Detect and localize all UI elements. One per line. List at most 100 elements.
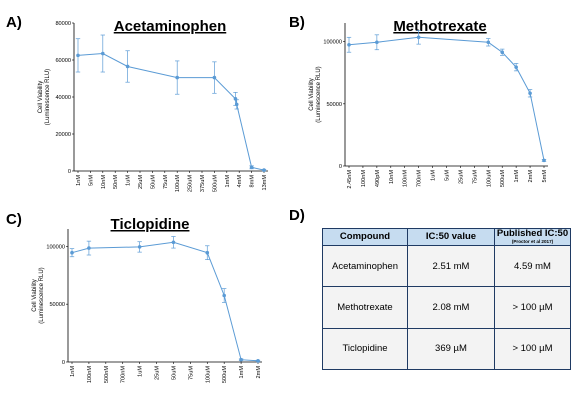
x-tick-label: 25uM bbox=[138, 175, 144, 189]
x-tick-label: 100nM bbox=[87, 366, 93, 383]
data-point bbox=[125, 64, 130, 69]
x-tick-label: 1nM bbox=[70, 366, 76, 377]
x-tick-label: 4mM bbox=[237, 175, 243, 188]
x-tick-label: 2mM bbox=[528, 170, 534, 183]
table-row: Ticlopidine 369 µM > 100 µM bbox=[322, 327, 571, 371]
series-line bbox=[71, 241, 259, 362]
panel-letter: A) bbox=[6, 14, 22, 31]
header-published-ic50-text: Published IC:50 bbox=[496, 228, 569, 239]
y-tick-label: 50000 bbox=[49, 302, 65, 308]
table-row: Methotrexate 2.08 mM > 100 µM bbox=[322, 286, 571, 329]
x-tick-label: 375uM bbox=[200, 175, 206, 192]
data-point bbox=[171, 240, 176, 245]
data-point bbox=[500, 50, 505, 55]
chart-title: Methotrexate bbox=[393, 18, 486, 35]
header-published-ic50: Published IC:50 (Proctor et al 2017) bbox=[494, 228, 571, 246]
chart-title: Ticlopidine bbox=[111, 216, 190, 233]
y-tick-label: 60000 bbox=[55, 58, 71, 64]
panel-letter: B) bbox=[289, 14, 305, 31]
header-citation: (Proctor et al 2017) bbox=[511, 239, 554, 244]
data-point bbox=[175, 75, 179, 80]
y-axis-label: (Luminescence RLU) bbox=[39, 267, 45, 323]
data-point bbox=[416, 35, 421, 40]
data-point bbox=[234, 102, 239, 107]
table-cell-published: 4.59 mM bbox=[494, 244, 571, 288]
table-cell-compound: Methotrexate bbox=[322, 286, 408, 329]
data-point bbox=[375, 40, 379, 45]
y-tick-label: 100000 bbox=[46, 244, 65, 250]
x-tick-label: 13mM bbox=[262, 175, 268, 191]
x-tick-label: 500nM bbox=[104, 366, 110, 383]
data-point bbox=[542, 158, 546, 163]
x-tick-label: 50uM bbox=[150, 175, 156, 189]
x-tick-label: 100uM bbox=[175, 175, 181, 192]
ic50-table: Compound IC:50 value Published IC:50 (Pr… bbox=[322, 228, 571, 371]
y-tick-label: 50000 bbox=[326, 102, 342, 108]
x-tick-label: 500uM bbox=[222, 366, 228, 383]
y-axis-label: (Luminescence RLU) bbox=[45, 69, 51, 125]
data-point bbox=[70, 250, 74, 255]
x-tick-label: 1uM bbox=[431, 170, 437, 181]
x-tick-label: 100nM bbox=[403, 170, 409, 187]
data-point bbox=[222, 293, 226, 298]
y-axis-label: Cell Viability bbox=[38, 81, 44, 114]
data-point bbox=[528, 91, 532, 96]
data-point bbox=[87, 246, 91, 250]
x-tick-label: 10nM bbox=[101, 175, 107, 189]
data-point bbox=[212, 75, 217, 80]
x-tick-label: 500uM bbox=[212, 175, 218, 192]
x-tick-label: 25uM bbox=[155, 366, 161, 380]
table-cell-ic50: 369 µM bbox=[407, 327, 495, 371]
y-tick-label: 20000 bbox=[55, 132, 71, 138]
data-point bbox=[249, 165, 254, 170]
data-point bbox=[239, 357, 243, 362]
x-tick-label: 1mM bbox=[514, 170, 520, 183]
data-point bbox=[347, 42, 351, 47]
x-tick-label: 10nM bbox=[389, 170, 395, 184]
chart-ticlopidine: C) Ticlopidine 0 50000 100000 Cell Viability(… bbox=[6, 211, 262, 383]
x-tick-label: 490pM bbox=[375, 170, 381, 187]
x-tick-label: 5uM bbox=[445, 170, 451, 181]
table-header-row: Compound IC:50 value Published IC:50 (Pr… bbox=[322, 228, 571, 246]
x-tick-label: 700nM bbox=[121, 366, 127, 383]
y-axis-label: Cell Viability bbox=[32, 279, 38, 312]
table-cell-published: > 100 µM bbox=[494, 327, 571, 371]
series-line bbox=[77, 52, 265, 171]
x-tick-label: 100uM bbox=[486, 170, 492, 187]
table-cell-compound: Ticlopidine bbox=[322, 327, 408, 371]
data-point bbox=[514, 65, 518, 69]
data-point bbox=[76, 53, 80, 58]
x-tick-label: 100uM bbox=[205, 366, 211, 383]
x-tick-label: 1uM bbox=[126, 175, 132, 186]
y-tick-label: 0 bbox=[68, 169, 71, 175]
x-tick-label: 5nM bbox=[88, 175, 94, 186]
x-tick-label: 25uM bbox=[458, 170, 464, 184]
chart-methotrexate: B) Methotrexate 0 50000 100000 Cell Viability… bbox=[289, 14, 548, 189]
x-tick-label: 2mM bbox=[256, 366, 262, 379]
x-tick-label: 75uM bbox=[472, 170, 478, 184]
x-tick-label: 1mM bbox=[239, 366, 245, 379]
y-axis-label: (Luminescence RLU) bbox=[316, 66, 322, 122]
data-point bbox=[137, 245, 142, 249]
header-compound: Compound bbox=[322, 228, 408, 246]
x-tick-label: 100nM bbox=[361, 170, 367, 187]
table-cell-compound: Acetaminophen bbox=[322, 244, 408, 288]
table-cell-ic50: 2.51 mM bbox=[407, 244, 495, 288]
x-tick-label: 8mM bbox=[250, 175, 256, 188]
y-tick-label: 0 bbox=[62, 360, 65, 366]
y-tick-label: 100000 bbox=[323, 40, 342, 46]
table-cell-ic50: 2.08 mM bbox=[407, 286, 495, 329]
data-point bbox=[486, 40, 491, 45]
y-axis-label: Cell Viability bbox=[309, 78, 315, 111]
data-point bbox=[256, 359, 260, 363]
y-tick-label: 80000 bbox=[55, 21, 71, 27]
data-point bbox=[101, 51, 105, 56]
x-tick-label: 500uM bbox=[500, 170, 506, 187]
x-tick-label: 75uM bbox=[188, 366, 194, 380]
x-tick-label: 50nM bbox=[113, 175, 119, 189]
x-tick-label: 2.45nM bbox=[347, 170, 353, 189]
chart-acetaminophen: A) Acetaminophen 0 20000 40000 60000 80000 Cell… bbox=[6, 14, 268, 192]
panel-letter: C) bbox=[6, 211, 22, 228]
data-point bbox=[262, 168, 266, 172]
